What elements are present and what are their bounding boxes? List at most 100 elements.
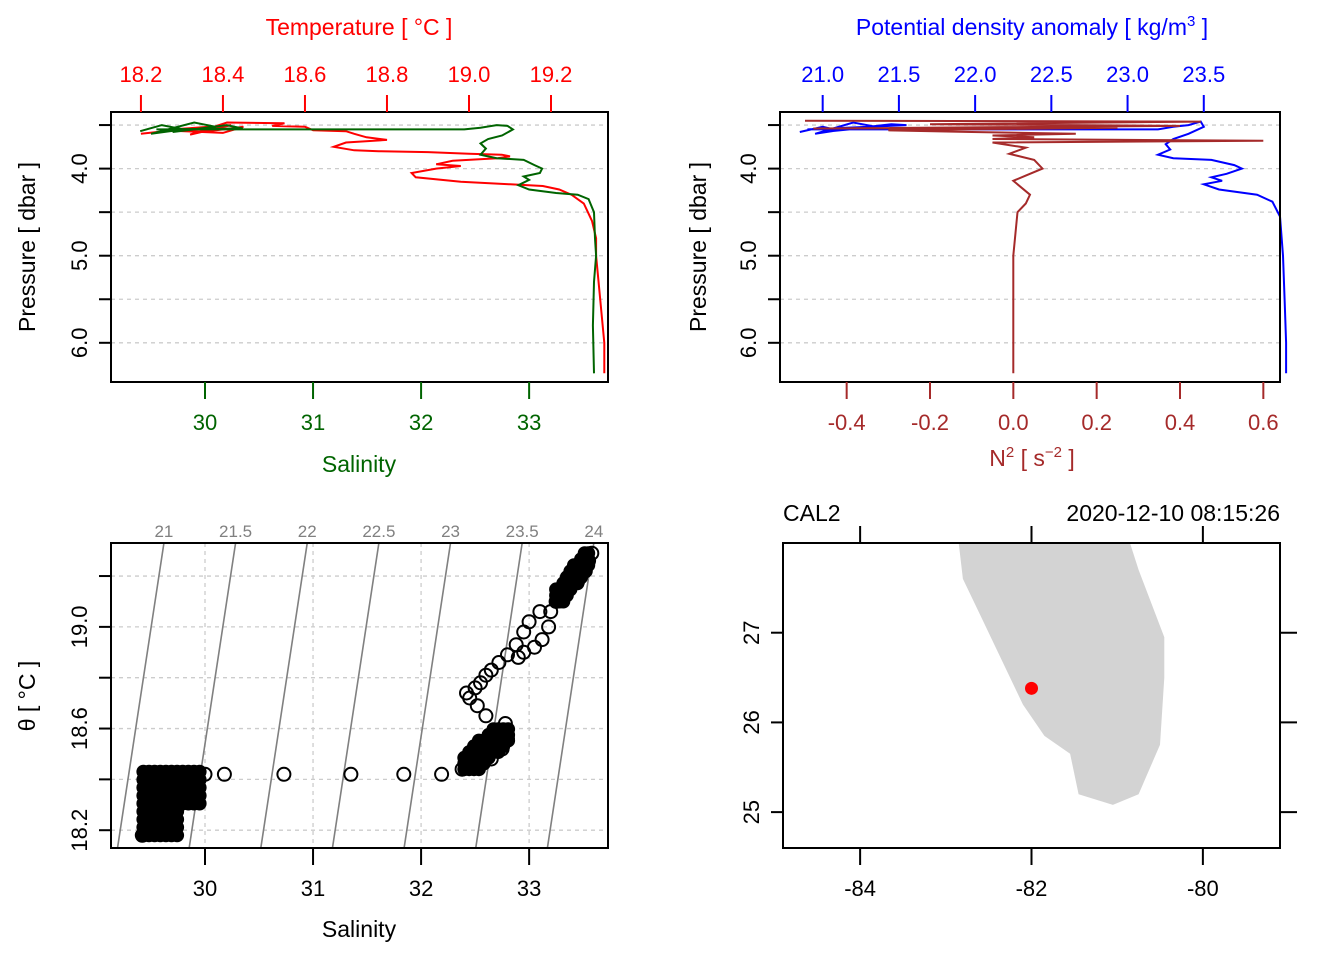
ts-point xyxy=(478,708,494,724)
plot-frame xyxy=(779,111,1281,383)
isopycnal-lines: 21 21.5 22 22.5 23 23.5 24 xyxy=(116,522,603,849)
panel-density-n2-profile: 4.0 5.0 6.0 21.0 21.5 22.0 22.5 23.0 23.5 -0.4 -0.… xyxy=(685,13,1288,471)
left-tick-label: 4.0 xyxy=(736,153,761,184)
land-shape xyxy=(958,543,1165,805)
x-tick-label: 32 xyxy=(409,876,433,901)
left-tick-label: 5.0 xyxy=(736,240,761,271)
bottom-tick-label: 30 xyxy=(193,410,217,435)
top-tick-label: 21.5 xyxy=(877,62,920,87)
isopycnal-label: 23 xyxy=(441,522,460,541)
ts-point xyxy=(216,766,232,782)
isopycnal-line xyxy=(546,542,595,849)
top-axis-label: Potential density anomaly [ kg/m3 ] xyxy=(856,13,1208,40)
isopycnal-line xyxy=(403,542,452,849)
top-tick-label: 23.0 xyxy=(1106,62,1149,87)
top-axis-label: Temperature [ °C ] xyxy=(266,14,453,40)
isopycnal-line xyxy=(116,542,165,849)
y-tick-label: 18.2 xyxy=(67,809,92,852)
x-tick-label: 30 xyxy=(193,876,217,901)
ts-point xyxy=(469,698,485,714)
ts-point xyxy=(534,632,550,648)
isopycnal-label: 22.5 xyxy=(362,522,395,541)
left-tick-label: 6.0 xyxy=(67,328,92,359)
ts-point xyxy=(541,619,557,635)
ts-point-dense xyxy=(581,546,596,561)
top-tick-label: 18.8 xyxy=(366,62,409,87)
x-tick-label: 33 xyxy=(517,876,541,901)
ts-point xyxy=(532,604,548,620)
left-axis-label: Pressure [ dbar ] xyxy=(685,162,711,332)
top-tick-label: 23.5 xyxy=(1182,62,1225,87)
top-tick-label: 19.0 xyxy=(448,62,491,87)
y-tick-label: 19.0 xyxy=(67,605,92,648)
isopycnal-label: 24 xyxy=(584,522,603,541)
left-tick-label: 5.0 xyxy=(67,240,92,271)
plot-frame xyxy=(110,542,609,849)
top-tick-label: 22.0 xyxy=(954,62,997,87)
x-tick-label: -82 xyxy=(1016,876,1048,901)
ts-point xyxy=(521,614,537,630)
profile-lines xyxy=(799,119,1288,374)
x-axis-label: Salinity xyxy=(322,916,397,942)
top-tick-label: 19.2 xyxy=(530,62,573,87)
station-name: CAL2 xyxy=(783,500,841,526)
panel-ts-diagram: 21 21.5 22 22.5 23 23.5 24 30 31 32 33 18.2 18.6 19.… xyxy=(14,522,609,942)
bottom-tick-label: 0.6 xyxy=(1248,410,1279,435)
isopycnal-line xyxy=(260,542,309,849)
ts-point xyxy=(483,662,499,678)
y-tick-label: 26 xyxy=(739,710,764,734)
ts-point xyxy=(434,766,450,782)
ts-point xyxy=(276,766,292,782)
top-tick-label: 18.4 xyxy=(202,62,245,87)
top-tick-label: 22.5 xyxy=(1030,62,1073,87)
top-tick-label: 21.0 xyxy=(801,62,844,87)
ts-point xyxy=(491,655,507,670)
bottom-tick-label: 0.4 xyxy=(1165,410,1196,435)
y-tick-label: 18.6 xyxy=(67,707,92,750)
plot-frame xyxy=(110,111,609,383)
series-line-n- xyxy=(804,119,1264,374)
bottom-tick-label: -0.4 xyxy=(828,410,866,435)
bottom-axis-label: Salinity xyxy=(322,451,397,477)
left-tick-label: 6.0 xyxy=(736,328,761,359)
isopycnal-label: 23.5 xyxy=(506,522,539,541)
x-tick-label: 31 xyxy=(301,876,325,901)
series-line-potential-density-anomaly xyxy=(799,120,1288,374)
top-tick-label: 18.2 xyxy=(120,62,163,87)
bottom-axis-label: N2 [ s−2 ] xyxy=(989,444,1075,471)
x-tick-label: -80 xyxy=(1187,876,1219,901)
ts-point-dense xyxy=(192,764,207,779)
bottom-tick-label: -0.2 xyxy=(911,410,949,435)
isopycnal-line xyxy=(331,542,380,849)
ts-point xyxy=(396,766,412,782)
axes: 4.0 5.0 6.0 18.2 18.4 18.6 18.8 19.0 19.2 30 31 32 3… xyxy=(67,62,572,435)
profile-lines xyxy=(139,121,606,374)
isopycnal-label: 21.5 xyxy=(219,522,252,541)
isopycnal-label: 21 xyxy=(154,522,173,541)
land-polygon xyxy=(958,543,1165,805)
grid-lines xyxy=(111,124,608,344)
left-tick-label: 4.0 xyxy=(67,153,92,184)
station-point xyxy=(1025,681,1038,695)
ts-point xyxy=(459,685,474,701)
panel-temperature-salinity-profile: 4.0 5.0 6.0 18.2 18.4 18.6 18.8 19.0 19.2 30 31 32 3… xyxy=(14,14,609,477)
series-line-temperature xyxy=(140,121,606,374)
bottom-tick-label: 32 xyxy=(409,410,433,435)
ts-point xyxy=(510,649,526,665)
y-tick-label: 25 xyxy=(739,800,764,824)
bottom-tick-label: 33 xyxy=(517,410,541,435)
ts-points xyxy=(134,545,600,843)
panel-station-map: -84 -82 -80 25 26 27 CAL2 2020-12-10 08:15:26 xyxy=(739,500,1297,901)
station-marker xyxy=(1025,681,1038,695)
bottom-tick-label: 0.0 xyxy=(998,410,1029,435)
bottom-tick-label: 31 xyxy=(301,410,325,435)
y-axis-label: θ [ °C ] xyxy=(14,661,40,732)
station-time: 2020-12-10 08:15:26 xyxy=(1066,500,1280,526)
x-tick-label: -84 xyxy=(844,876,876,901)
y-tick-label: 27 xyxy=(739,620,764,644)
ts-point xyxy=(500,647,515,663)
ts-point-dense xyxy=(501,722,516,737)
top-tick-label: 18.6 xyxy=(284,62,327,87)
ts-point xyxy=(343,766,359,782)
